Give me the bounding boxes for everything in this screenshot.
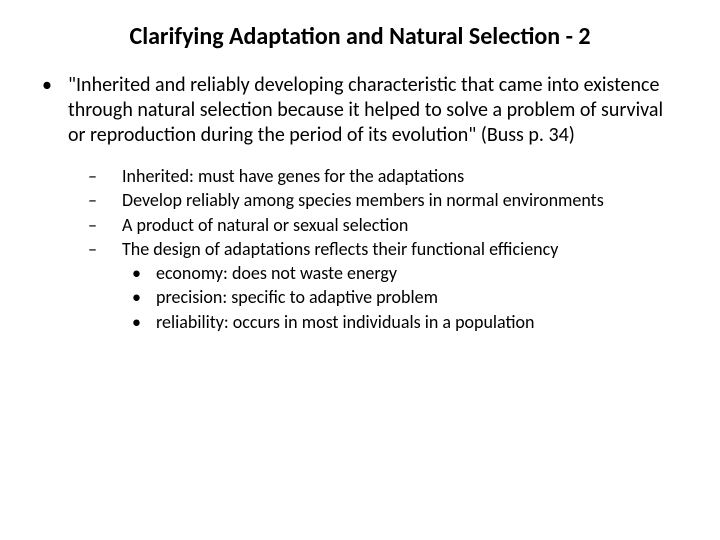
bullet-level2-icon: – [88,237,122,261]
sub-item-text: A product of natural or sexual selection [122,213,680,237]
sub-list: – Inherited: must have genes for the ada… [40,164,680,334]
bullet-level3-icon: • [132,285,156,309]
design-item-text: reliability: occurs in most individuals … [156,310,680,334]
bullet-level3-icon: • [132,261,156,285]
sub-item: – Inherited: must have genes for the ada… [88,164,680,188]
design-item-text: economy: does not waste energy [156,261,680,285]
design-item: • precision: specific to adaptive proble… [132,285,680,309]
sub-item: – The design of adaptations reflects the… [88,237,680,261]
bullet-level1-icon: • [40,73,68,148]
design-item: • reliability: occurs in most individual… [132,310,680,334]
sub-item-text: Develop reliably among species members i… [122,188,680,212]
sub-item-text: The design of adaptations reflects their… [122,237,680,261]
bullet-level2-icon: – [88,188,122,212]
bullet-level2-icon: – [88,213,122,237]
bullet-level3-icon: • [132,310,156,334]
design-list: • economy: does not waste energy • preci… [88,261,680,334]
design-item-text: precision: specific to adaptive problem [156,285,680,309]
sub-item-text: Inherited: must have genes for the adapt… [122,164,680,188]
design-item: • economy: does not waste energy [132,261,680,285]
slide-title: Clarifying Adaptation and Natural Select… [40,22,680,51]
sub-item: – Develop reliably among species members… [88,188,680,212]
sub-item: – A product of natural or sexual selecti… [88,213,680,237]
main-bullet: • "Inherited and reliably developing cha… [40,73,680,148]
bullet-level2-icon: – [88,164,122,188]
main-bullet-text: "Inherited and reliably developing chara… [68,73,680,148]
